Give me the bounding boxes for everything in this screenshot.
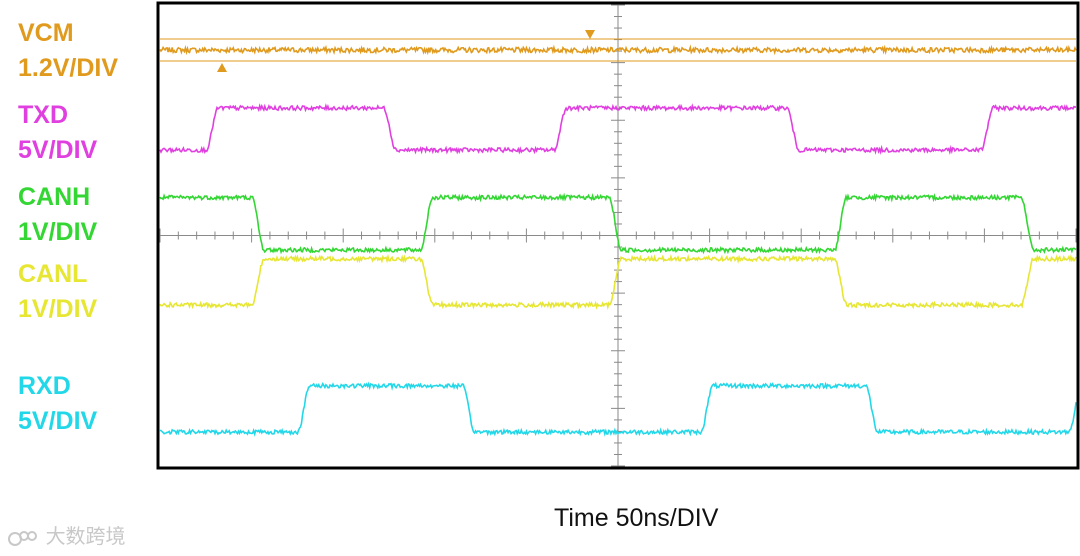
trace-vcm — [159, 44, 1077, 56]
timebase-label: Time 50ns/DIV — [554, 504, 719, 532]
rxd-scale: 5V/DIV — [18, 407, 98, 435]
vcm-scale: 1.2V/DIV — [18, 54, 119, 82]
watermark-text: 大数跨境 — [45, 526, 126, 548]
watermark-logo-icon — [8, 530, 37, 546]
trace-canh — [159, 192, 1077, 255]
canh-scale: 1V/DIV — [18, 218, 98, 246]
trace-txd — [159, 103, 1077, 156]
vcm-label: VCM 1.2V/DIV — [18, 16, 118, 86]
canl-scale: 1V/DIV — [18, 295, 98, 323]
rxd-label: RXD 5V/DIV — [18, 369, 97, 439]
trigger-markers — [217, 30, 595, 72]
rxd-name: RXD — [18, 372, 71, 400]
canl-label: CANL 1V/DIV — [18, 257, 97, 327]
canl-name: CANL — [18, 260, 88, 288]
txd-label: TXD 5V/DIV — [18, 98, 97, 168]
trigger-marker-up-icon — [217, 63, 227, 72]
watermark: 大数跨境 — [8, 520, 126, 549]
traces — [159, 38, 1077, 437]
canh-name: CANH — [18, 183, 91, 211]
trace-canl — [159, 253, 1077, 311]
txd-name: TXD — [18, 101, 68, 129]
txd-scale: 5V/DIV — [18, 136, 98, 164]
canh-label: CANH 1V/DIV — [18, 180, 97, 250]
vcm-name: VCM — [18, 19, 74, 47]
trigger-marker-down-icon — [585, 30, 595, 39]
trace-rxd — [159, 381, 1077, 437]
screen-frame — [156, 1, 1080, 470]
grid — [159, 4, 1077, 467]
